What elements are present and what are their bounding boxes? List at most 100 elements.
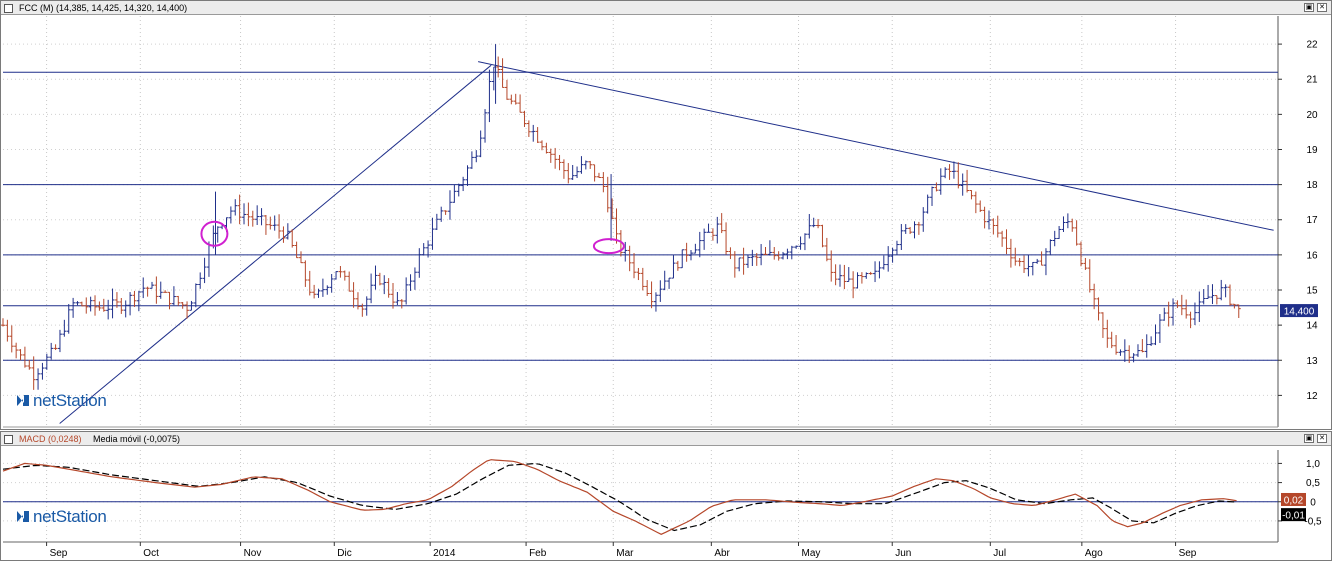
highlight-circle[interactable] <box>200 220 229 247</box>
ohlc-bar <box>364 296 369 316</box>
ohlc-bar <box>1135 344 1140 357</box>
signal-value-badge: -0,01 <box>1282 511 1305 522</box>
ohlc-bar <box>136 290 141 312</box>
ohlc-bar <box>101 298 106 312</box>
ohlc-bar <box>864 272 869 279</box>
x-axis-tick-label: Oct <box>143 548 159 559</box>
ohlc-bar <box>623 241 628 262</box>
ohlc-bar <box>1092 283 1097 310</box>
price-panel <box>0 0 1332 430</box>
ohlc-bar <box>965 169 970 193</box>
ohlc-bar <box>614 208 619 244</box>
ohlc-bar <box>369 273 374 304</box>
ohlc-bar <box>807 214 812 239</box>
ohlc-bar <box>185 301 190 319</box>
ohlc-bar <box>285 223 290 240</box>
ohlc-bar <box>750 249 755 267</box>
ohlc-bar <box>1236 304 1241 319</box>
macd-panel-close-button[interactable]: ✕ <box>1317 434 1327 443</box>
ohlc-bar <box>1022 255 1027 273</box>
netstation-logo-icon <box>17 395 29 406</box>
ohlc-bar <box>951 161 956 179</box>
trendline[interactable] <box>59 64 492 424</box>
ohlc-bar <box>1171 298 1176 326</box>
ohlc-bar <box>97 301 102 311</box>
ohlc-bar <box>1114 335 1119 355</box>
macd-panel-minimize-button[interactable]: ▣ <box>1304 434 1314 443</box>
ohlc-bar <box>1219 279 1224 301</box>
ohlc-bar <box>1079 241 1084 267</box>
ohlc-bar <box>544 142 549 154</box>
ohlc-bar <box>605 176 610 213</box>
ohlc-bar <box>513 93 518 105</box>
ohlc-bar <box>242 203 247 225</box>
ohlc-bar <box>325 285 330 295</box>
ohlc-bar <box>912 221 917 239</box>
ohlc-bar <box>978 200 983 213</box>
ohlc-bar <box>903 224 908 234</box>
x-axis-tick-label: Nov <box>244 548 262 559</box>
ohlc-bar <box>886 246 891 272</box>
ohlc-bar <box>382 275 387 295</box>
ohlc-bar <box>697 231 702 258</box>
ohlc-bar <box>1043 248 1048 276</box>
ohlc-bar <box>1100 312 1105 338</box>
ohlc-bar <box>684 242 689 262</box>
x-axis-tick-label: Sep <box>1179 548 1197 559</box>
ohlc-bar <box>833 264 838 286</box>
ohlc-bar <box>640 267 645 291</box>
ohlc-bar <box>1210 284 1215 305</box>
ohlc-bar <box>66 304 71 334</box>
ohlc-bar <box>1030 261 1035 276</box>
ohlc-bar <box>601 172 606 193</box>
macd-line[interactable] <box>2 459 1237 535</box>
ohlc-bar <box>176 295 181 306</box>
price-panel-minimize-button[interactable]: ▣ <box>1304 3 1314 12</box>
ohlc-bar <box>27 360 32 370</box>
macd-indicator-icon <box>4 435 13 444</box>
ohlc-bar <box>1122 339 1127 362</box>
ohlc-bar <box>18 349 23 361</box>
trendline[interactable] <box>478 61 1274 231</box>
ohlc-bar <box>588 160 593 169</box>
price-y-tick-label: 17 <box>1306 215 1318 226</box>
ohlc-bar <box>228 206 233 224</box>
ohlc-bar <box>1214 295 1219 305</box>
ohlc-bar <box>404 277 409 305</box>
ohlc-bar <box>763 246 768 255</box>
ohlc-bar <box>693 243 698 254</box>
ohlc-bar <box>1127 345 1132 363</box>
ohlc-bar <box>75 301 80 306</box>
ohlc-bar <box>548 148 553 163</box>
ohlc-bar <box>566 163 571 184</box>
ohlc-bar <box>1039 251 1044 266</box>
ohlc-bar <box>119 297 124 314</box>
ohlc-bar <box>456 183 461 197</box>
ohlc-bar <box>259 208 264 226</box>
highlight-circle[interactable] <box>592 238 625 255</box>
netstation-logo-macd: netStation <box>15 507 107 527</box>
ohlc-bar <box>1223 284 1228 298</box>
price-y-tick-label: 19 <box>1306 145 1318 156</box>
macd-signal-line[interactable] <box>2 462 1237 532</box>
ohlc-bar <box>1017 258 1022 267</box>
macd-value-badge-bg <box>1281 492 1306 506</box>
ohlc-bar <box>1144 334 1149 358</box>
ohlc-bar <box>478 130 483 158</box>
macd-y-tick-label: 0 <box>1310 497 1316 508</box>
ohlc-bar <box>934 182 939 192</box>
ohlc-bar <box>719 213 724 234</box>
price-panel-close-button[interactable]: ✕ <box>1317 3 1327 12</box>
ohlc-bar <box>732 251 737 278</box>
ohlc-bar <box>802 233 807 251</box>
macd-panel-titlebar[interactable]: MACD (0,0248) Media móvil (-0,0075) ▣ ✕ <box>1 432 1331 446</box>
ohlc-bar <box>557 154 562 171</box>
ohlc-bar <box>1000 230 1005 247</box>
ohlc-bar <box>675 260 680 271</box>
ohlc-bar <box>1131 353 1136 363</box>
ohlc-bar <box>447 190 452 220</box>
last-price-badge: 14,400 <box>1284 307 1315 318</box>
ohlc-bar <box>294 241 299 259</box>
price-panel-titlebar[interactable]: FCC (M) (14,385, 14,425, 14,320, 14,400)… <box>1 1 1331 15</box>
